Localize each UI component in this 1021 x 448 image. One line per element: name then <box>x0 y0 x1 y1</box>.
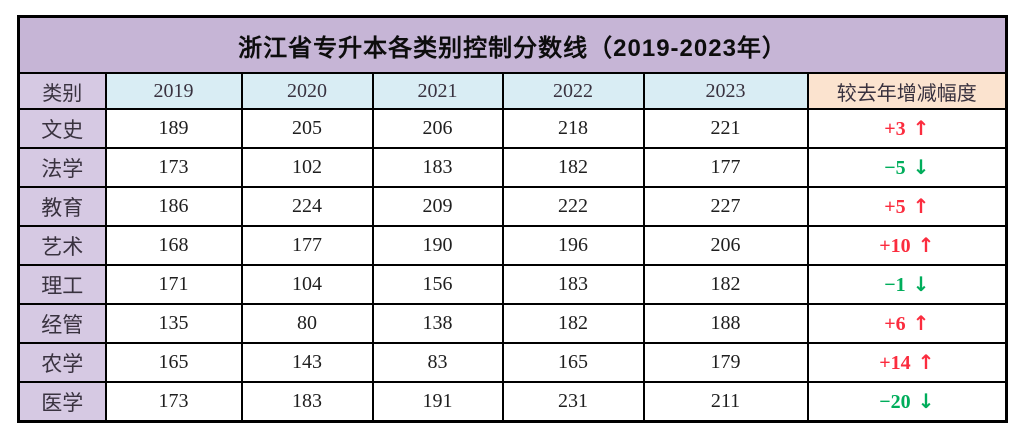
table-row: 理工 171 104 156 183 182 −1 ↓ <box>17 264 1008 305</box>
score-cell: 209 <box>371 186 504 227</box>
score-cell: 183 <box>240 381 374 423</box>
change-cell: +5 ↑ <box>806 186 1008 227</box>
table-row: 文史 189 205 206 218 221 +3 ↑ <box>17 108 1008 149</box>
score-cell: 173 <box>104 147 243 188</box>
score-cell: 186 <box>104 186 243 227</box>
score-cell: 231 <box>501 381 645 423</box>
score-cell: 182 <box>501 303 645 344</box>
score-cell: 171 <box>104 264 243 305</box>
column-header-category: 类别 <box>17 72 107 110</box>
score-cell: 165 <box>104 342 243 383</box>
score-cell: 138 <box>371 303 504 344</box>
table-row: 法学 173 102 183 182 177 −5 ↓ <box>17 147 1008 188</box>
score-cell: 165 <box>501 342 645 383</box>
header-row: 类别 2019 2020 2021 2022 2023 较去年增减幅度 <box>17 72 1008 110</box>
column-header-2021: 2021 <box>371 72 504 110</box>
change-value: +3 <box>884 118 906 140</box>
score-cell: 206 <box>642 225 809 266</box>
change-value: −1 <box>884 274 906 296</box>
row-label: 农学 <box>17 342 107 383</box>
down-arrow-icon: ↓ <box>912 272 930 296</box>
score-cell: 177 <box>642 147 809 188</box>
score-cell: 168 <box>104 225 243 266</box>
score-cell: 183 <box>371 147 504 188</box>
change-value: +5 <box>884 196 906 218</box>
row-label: 医学 <box>17 381 107 423</box>
down-arrow-icon: ↓ <box>917 389 935 413</box>
score-cell: 221 <box>642 108 809 149</box>
change-cell: +3 ↑ <box>806 108 1008 149</box>
change-cell: +10 ↑ <box>806 225 1008 266</box>
row-label: 理工 <box>17 264 107 305</box>
score-cell: 206 <box>371 108 504 149</box>
up-arrow-icon: ↑ <box>912 194 930 218</box>
change-cell: +14 ↑ <box>806 342 1008 383</box>
change-cell: −1 ↓ <box>806 264 1008 305</box>
change-cell: −20 ↓ <box>806 381 1008 423</box>
table-row: 农学 165 143 83 165 179 +14 ↑ <box>17 342 1008 383</box>
score-cell: 182 <box>501 147 645 188</box>
table-row: 经管 135 80 138 182 188 +6 ↑ <box>17 303 1008 344</box>
score-cell: 191 <box>371 381 504 423</box>
table-title: 浙江省专升本各类别控制分数线（2019-2023年） <box>17 15 1008 74</box>
title-row: 浙江省专升本各类别控制分数线（2019-2023年） <box>17 15 1008 74</box>
score-cell: 135 <box>104 303 243 344</box>
row-label: 艺术 <box>17 225 107 266</box>
up-arrow-icon: ↑ <box>912 116 930 140</box>
score-cell: 143 <box>240 342 374 383</box>
row-label: 文史 <box>17 108 107 149</box>
score-cell: 224 <box>240 186 374 227</box>
column-header-2019: 2019 <box>104 72 243 110</box>
score-cell: 190 <box>371 225 504 266</box>
table-row: 医学 173 183 191 231 211 −20 ↓ <box>17 381 1008 423</box>
score-cell: 156 <box>371 264 504 305</box>
row-label: 教育 <box>17 186 107 227</box>
table-row: 教育 186 224 209 222 227 +5 ↑ <box>17 186 1008 227</box>
score-table: 浙江省专升本各类别控制分数线（2019-2023年） 类别 2019 2020 … <box>17 15 1009 423</box>
score-cell: 173 <box>104 381 243 423</box>
up-arrow-icon: ↑ <box>917 350 935 374</box>
score-cell: 102 <box>240 147 374 188</box>
change-cell: −5 ↓ <box>806 147 1008 188</box>
change-value: +14 <box>879 352 911 374</box>
up-arrow-icon: ↑ <box>917 233 935 257</box>
change-cell: +6 ↑ <box>806 303 1008 344</box>
score-cell: 80 <box>240 303 374 344</box>
score-cell: 188 <box>642 303 809 344</box>
column-header-2023: 2023 <box>642 72 809 110</box>
up-arrow-icon: ↑ <box>912 311 930 335</box>
score-cell: 183 <box>501 264 645 305</box>
score-cell: 182 <box>642 264 809 305</box>
change-value: −20 <box>879 391 911 413</box>
score-cell: 104 <box>240 264 374 305</box>
score-cell: 83 <box>371 342 504 383</box>
column-header-change: 较去年增减幅度 <box>806 72 1008 110</box>
row-label: 经管 <box>17 303 107 344</box>
column-header-2020: 2020 <box>240 72 374 110</box>
change-value: +10 <box>879 235 911 257</box>
column-header-2022: 2022 <box>501 72 645 110</box>
score-cell: 222 <box>501 186 645 227</box>
score-cell: 177 <box>240 225 374 266</box>
down-arrow-icon: ↓ <box>912 155 930 179</box>
score-cell: 179 <box>642 342 809 383</box>
score-cell: 227 <box>642 186 809 227</box>
row-label: 法学 <box>17 147 107 188</box>
score-cell: 189 <box>104 108 243 149</box>
table-row: 艺术 168 177 190 196 206 +10 ↑ <box>17 225 1008 266</box>
score-cell: 196 <box>501 225 645 266</box>
score-cell: 205 <box>240 108 374 149</box>
score-cell: 218 <box>501 108 645 149</box>
change-value: −5 <box>884 157 906 179</box>
score-cell: 211 <box>642 381 809 423</box>
change-value: +6 <box>884 313 906 335</box>
